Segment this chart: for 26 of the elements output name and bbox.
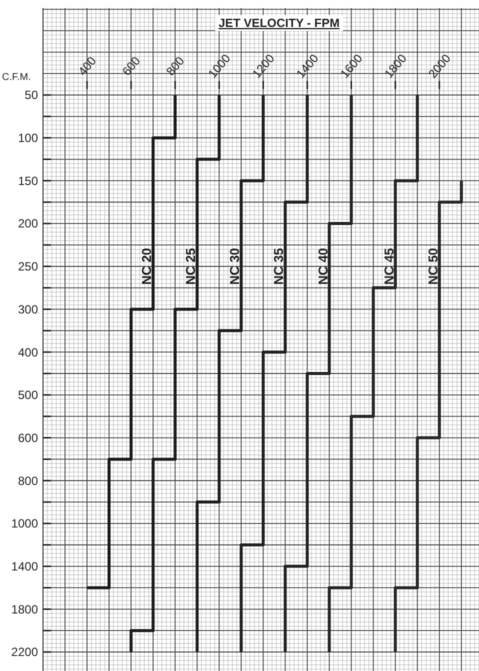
y-tick-label: 200	[18, 216, 38, 231]
text: NC 40	[315, 248, 330, 285]
y-tick-label: 50	[24, 88, 38, 102]
y-tick-label: 600	[18, 430, 38, 445]
text: NC 50	[425, 248, 440, 285]
y-tick-label: 150	[18, 174, 38, 188]
y-tick-label: 250	[18, 260, 38, 274]
y-tick-label: 100	[18, 131, 38, 146]
x-tick-label: 600	[119, 54, 144, 78]
y-tick-label: 300	[18, 302, 38, 316]
x-axis-title: JET VELOCITY - FPM	[218, 16, 340, 30]
x-tick-label: 400	[75, 54, 100, 78]
y-tick-label: 1800	[11, 602, 38, 616]
y-tick-label: 1000	[11, 516, 38, 531]
text: NC 20	[139, 248, 154, 285]
y-tick-label: 1400	[11, 560, 38, 574]
text: NC 25	[183, 248, 198, 285]
text: NC 35	[271, 248, 286, 285]
text: NC 45	[381, 248, 396, 285]
y-tick-label: 400	[18, 345, 38, 360]
x-tick-label: 800	[163, 54, 188, 78]
y-tick-label: 800	[18, 474, 38, 488]
y-tick-label: 500	[18, 388, 38, 402]
text: NC 30	[227, 248, 242, 285]
y-tick-label: 2200	[11, 645, 38, 660]
y-axis-title: C.F.M.	[2, 72, 31, 83]
